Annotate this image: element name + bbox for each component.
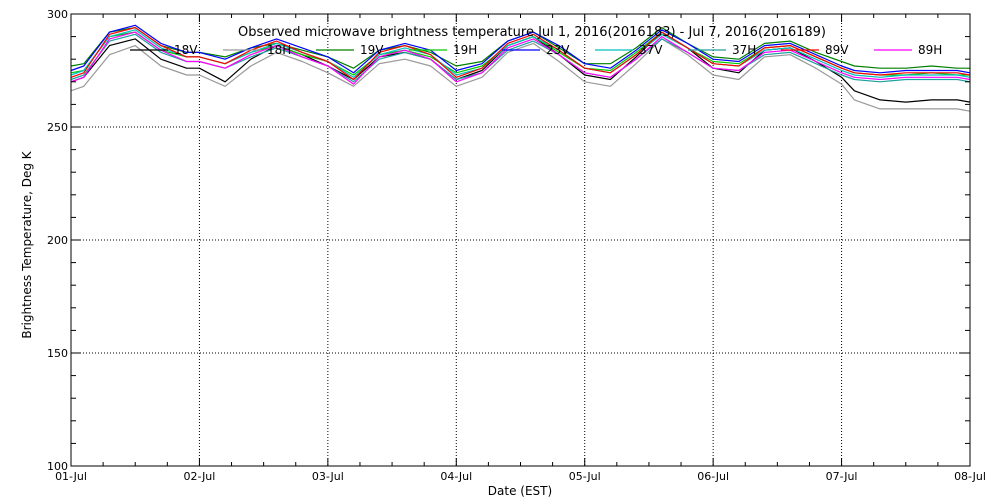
chart-title: Observed microwave brightness temperatur… (238, 25, 826, 40)
x-tick-label: 06-Jul (697, 470, 729, 483)
x-tick-label: 01-Jul (55, 470, 87, 483)
series-line-89H (70, 31, 971, 85)
y-tick-label: 150 (47, 347, 68, 360)
x-tick-label: 02-Jul (183, 470, 215, 483)
y-tick-label: 300 (47, 8, 68, 21)
y-tick-label: 250 (47, 121, 68, 134)
grid-lines (71, 14, 970, 466)
x-axis-title: Date (EST) (488, 484, 552, 498)
x-tick-label: 04-Jul (440, 470, 472, 483)
x-tick-label: 08-Jul (954, 470, 986, 483)
x-tick-label: 07-Jul (826, 470, 858, 483)
legend-label-89H: 89H (918, 43, 942, 57)
y-tick-label: 100 (47, 460, 68, 473)
axis-ticks (70, 13, 971, 467)
legend-label-89V: 89V (825, 43, 849, 57)
legend-label-23V: 23V (546, 43, 570, 57)
y-tick-label: 200 (47, 234, 68, 247)
series-line-18H (70, 38, 971, 112)
legend-label-18V: 18V (174, 43, 198, 57)
y-axis-title: Brightness Temperature, Deg K (20, 150, 34, 338)
legend-label-18H: 18H (267, 43, 291, 57)
series-line-23V (70, 24, 971, 74)
legend-label-37H: 37H (732, 43, 756, 57)
x-tick-label: 05-Jul (569, 470, 601, 483)
series-line-89V (70, 27, 971, 81)
legend-label-19V: 19V (360, 43, 384, 57)
legend: 18V 18H 19V 19H 23V 37V 37H 89V 89H (130, 43, 942, 57)
y-tick-labels: 100 150 200 250 300 (47, 8, 68, 473)
legend-label-19H: 19H (453, 43, 477, 57)
x-tick-label: 03-Jul (312, 470, 344, 483)
legend-label-37V: 37V (639, 43, 663, 57)
x-tick-labels: 01-Jul 02-Jul 03-Jul 04-Jul 05-Jul 06-Jul 07-J… (55, 470, 986, 483)
plot-background (71, 14, 970, 466)
series-layer (70, 24, 971, 112)
